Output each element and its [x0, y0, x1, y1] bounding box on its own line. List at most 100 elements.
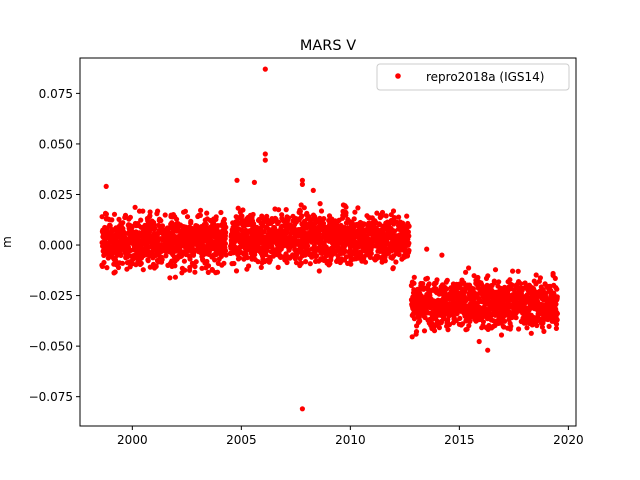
data-point [262, 151, 268, 157]
data-point [205, 269, 211, 275]
data-point [444, 277, 450, 283]
data-point [496, 279, 502, 285]
data-point [391, 215, 397, 221]
data-point [120, 220, 126, 226]
data-point [99, 263, 105, 269]
data-point [513, 315, 519, 321]
data-point [463, 269, 469, 275]
data-point [413, 329, 420, 335]
data-point [276, 207, 282, 213]
data-point [155, 208, 161, 214]
data-point [553, 321, 560, 327]
data-point [298, 260, 304, 266]
data-point [112, 269, 118, 275]
data-point [138, 217, 144, 223]
data-point [485, 347, 491, 353]
data-point [534, 322, 540, 329]
data-point [115, 264, 122, 271]
data-point [187, 256, 193, 262]
data-point [243, 227, 249, 233]
data-point [109, 217, 115, 223]
data-point [158, 218, 164, 224]
data-point [204, 210, 210, 216]
plot-frame [79, 57, 577, 427]
y-axis-label: m [0, 236, 14, 248]
data-point [223, 229, 229, 236]
data-point [420, 281, 426, 287]
data-point [283, 207, 289, 213]
data-point [553, 325, 560, 331]
data-point [212, 257, 218, 263]
data-point [222, 241, 228, 247]
data-point [421, 328, 428, 334]
data-point [476, 338, 482, 345]
data-point [436, 325, 442, 331]
data-point [317, 201, 323, 207]
data-point [275, 219, 282, 225]
data-point [99, 214, 105, 220]
data-point [537, 316, 543, 322]
data-point [221, 216, 227, 222]
data-point [405, 229, 411, 235]
data-point [348, 261, 354, 267]
x-axis-ticks: 2000 2005 2010 2015 2020 [117, 426, 584, 447]
data-point [214, 269, 221, 275]
data-point [466, 265, 472, 271]
data-point [424, 275, 430, 281]
data-point [240, 207, 246, 213]
data-point [223, 224, 229, 230]
data-point [492, 267, 499, 273]
data-point [524, 325, 530, 331]
data-point [507, 277, 513, 283]
data-point [441, 316, 447, 322]
data-point [129, 225, 135, 231]
x-tick-label: 2000 [117, 433, 148, 447]
data-point [466, 323, 472, 329]
data-point [251, 179, 257, 185]
data-point [406, 223, 412, 229]
data-point [199, 265, 205, 271]
y-tick-label: 0.050 [39, 137, 73, 151]
data-point [321, 216, 327, 222]
data-point [146, 229, 153, 235]
data-point [223, 248, 229, 254]
data-point [250, 211, 256, 218]
data-point [409, 334, 415, 340]
data-point [404, 213, 410, 219]
x-tick-label: 2010 [335, 433, 366, 447]
data-point [355, 205, 361, 211]
data-point [204, 258, 210, 265]
data-point [543, 290, 549, 296]
data-point [383, 213, 389, 219]
data-point [203, 222, 209, 228]
data-point [172, 274, 178, 280]
data-point [182, 208, 188, 214]
data-point [491, 280, 497, 286]
data-point [508, 323, 514, 329]
data-point [446, 321, 453, 328]
legend-marker [395, 73, 401, 79]
data-point [434, 277, 440, 283]
data-point [445, 327, 451, 333]
series-points [99, 66, 561, 412]
data-point [459, 321, 466, 327]
data-point [138, 260, 144, 266]
data-point [406, 240, 412, 246]
legend-label: repro2018a (IGS14) [426, 70, 544, 84]
data-point [132, 204, 138, 210]
data-point [233, 268, 240, 274]
data-point [362, 259, 369, 265]
data-point [480, 319, 486, 325]
data-point [406, 233, 412, 239]
data-point [417, 318, 423, 324]
data-point [390, 265, 396, 271]
data-point [244, 255, 250, 261]
data-point [197, 212, 203, 218]
data-point [546, 323, 552, 329]
data-point [470, 286, 476, 292]
data-point [310, 187, 316, 193]
data-point [299, 213, 305, 219]
data-point [159, 256, 165, 263]
data-point [181, 258, 187, 264]
